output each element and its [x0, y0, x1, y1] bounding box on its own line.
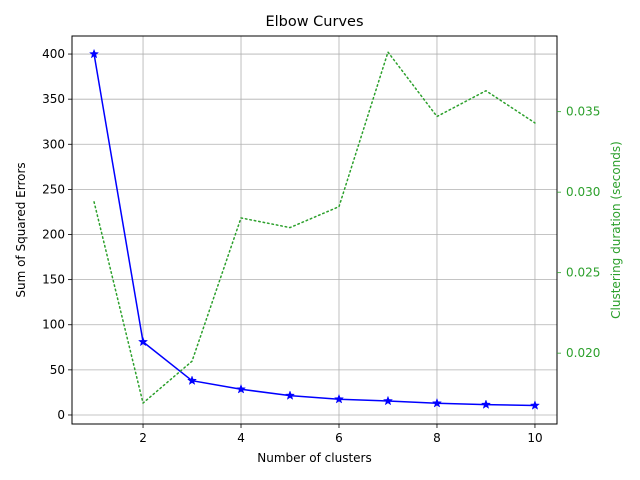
sse-point	[88, 48, 100, 59]
plot-frame	[71, 35, 558, 425]
x-tick-label: 2	[139, 431, 147, 445]
y-tick-label: 400	[42, 47, 65, 61]
series-layer	[88, 48, 541, 410]
x-tick-label: 10	[527, 431, 542, 445]
ticks: 2 4 6 8 100501001502002503003504000.0200.025…	[42, 47, 600, 445]
x-tick-label: 8	[433, 431, 441, 445]
sse-point	[480, 399, 492, 409]
y-right-tick-label: 0.025	[566, 266, 600, 280]
sse-point	[284, 390, 296, 400]
y-tick-label: 0	[57, 408, 65, 422]
sse-point	[333, 393, 345, 404]
sse-point	[431, 397, 443, 408]
y-tick-label: 100	[42, 318, 65, 332]
sse-line	[93, 53, 535, 407]
chart-title: Elbow Curves	[265, 14, 363, 30]
y-right-tick-label: 0.020	[566, 346, 600, 360]
sse-point	[137, 336, 149, 347]
x-axis-title: Number of clusters	[257, 451, 371, 465]
y-tick-label: 150	[42, 273, 65, 287]
x-tick-label: 4	[237, 431, 245, 445]
y-tick-label: 350	[42, 92, 65, 106]
grid	[72, 36, 557, 424]
y-axis-right-title: Clustering duration (seconds)	[609, 141, 623, 319]
y-tick-label: 250	[42, 182, 65, 196]
y-tick-label: 50	[50, 363, 65, 377]
x-tick-label: 6	[335, 431, 343, 445]
sse-point	[529, 400, 541, 410]
sse-point	[186, 375, 198, 386]
duration-line	[93, 51, 536, 404]
y-tick-label: 200	[42, 228, 65, 242]
y-axis-title: Sum of Squared Errors	[14, 162, 28, 297]
sse-point	[382, 395, 394, 406]
y-right-tick-label: 0.030	[566, 185, 600, 199]
y-right-tick-label: 0.035	[566, 105, 600, 119]
y-tick-label: 300	[42, 137, 65, 151]
sse-point	[235, 383, 247, 394]
